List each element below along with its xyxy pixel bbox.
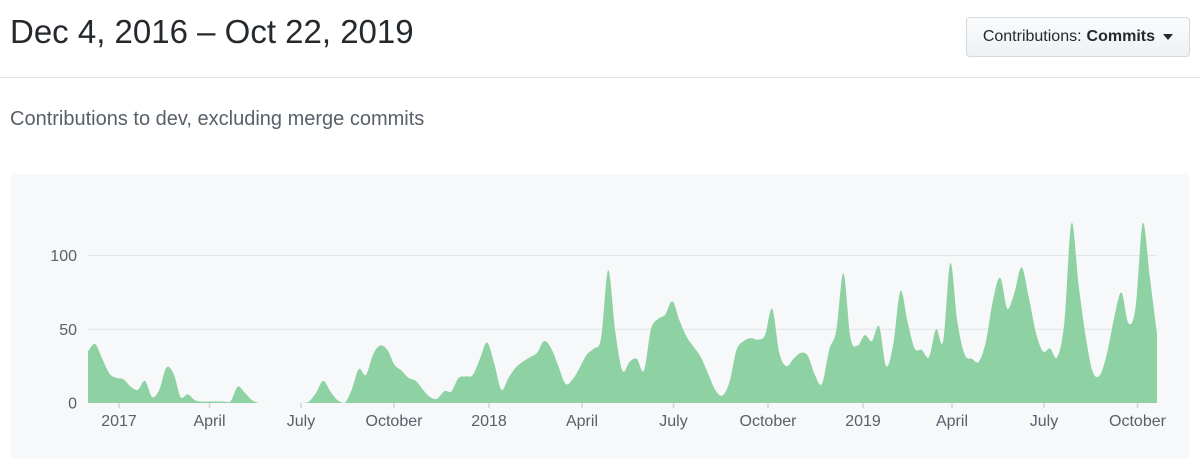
filter-button-value: Commits [1086,28,1155,45]
x-axis-label: April [936,413,968,430]
header-divider [0,77,1200,78]
x-axis-label: July [659,413,687,430]
gridlines [88,255,1157,330]
x-axis: 2017 April July October 2018 April July October… [101,403,1167,430]
x-axis-label: 2019 [845,413,881,430]
contributions-filter-button[interactable]: Contributions: Commits [965,17,1190,57]
commit-activity-area-chart[interactable]: 0 50 100 2017 April July October 2018 April July O… [10,174,1190,459]
x-axis-label: April [566,413,598,430]
y-axis-label: 0 [68,396,77,413]
x-axis-label: 2018 [471,413,507,430]
page-header: Dec 4, 2016 – Oct 22, 2019 Contributions… [0,0,1200,57]
x-axis-label: October [366,413,424,430]
x-axis-label: April [193,413,225,430]
page-title: Dec 4, 2016 – Oct 22, 2019 [10,13,414,50]
x-axis-label: October [740,413,798,430]
chart-description: Contributions to dev, excluding merge co… [10,108,425,130]
dropdown-caret-icon [1163,34,1173,40]
x-axis-label: July [287,413,315,430]
commits-area-series [88,222,1157,403]
commit-activity-card: 0 50 100 2017 April July October 2018 April July O… [10,174,1190,459]
filter-button-prefix: Contributions: [982,28,1082,45]
y-axis-label: 50 [59,322,77,339]
x-axis-label: 2017 [101,413,137,430]
y-axis-label: 100 [50,248,77,265]
y-axis: 0 50 100 [50,248,77,412]
x-axis-label: October [1109,413,1167,430]
x-axis-label: July [1030,413,1058,430]
